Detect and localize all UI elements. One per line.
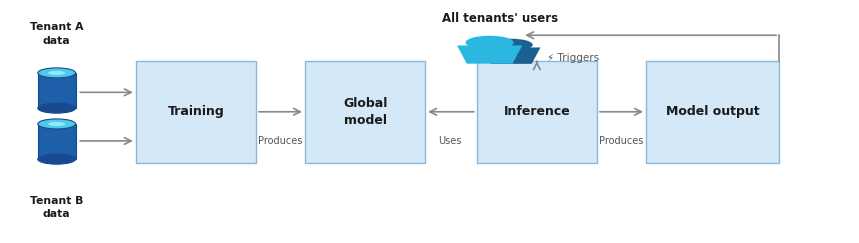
FancyBboxPatch shape [646, 61, 779, 163]
Ellipse shape [48, 71, 65, 75]
Text: Uses: Uses [438, 136, 462, 146]
Polygon shape [38, 124, 76, 159]
FancyBboxPatch shape [477, 61, 597, 163]
Text: All tenants' users: All tenants' users [442, 12, 558, 25]
Ellipse shape [38, 103, 76, 113]
Polygon shape [457, 45, 522, 64]
Ellipse shape [48, 122, 65, 126]
Text: Model output: Model output [666, 105, 759, 118]
Circle shape [490, 39, 533, 51]
Circle shape [466, 36, 514, 49]
Text: Inference: Inference [503, 105, 570, 118]
Text: Tenant B
data: Tenant B data [30, 196, 83, 219]
Polygon shape [38, 73, 76, 108]
FancyBboxPatch shape [136, 61, 256, 163]
Text: Produces: Produces [259, 136, 302, 146]
Text: Produces: Produces [599, 136, 643, 146]
Polygon shape [482, 47, 540, 64]
Text: Tenant A
data: Tenant A data [30, 22, 83, 46]
Ellipse shape [38, 119, 76, 129]
Text: ⚡ Triggers: ⚡ Triggers [547, 53, 600, 63]
FancyBboxPatch shape [305, 61, 425, 163]
Ellipse shape [38, 154, 76, 164]
Text: Global
model: Global model [343, 97, 387, 127]
Text: Training: Training [168, 105, 224, 118]
Ellipse shape [38, 68, 76, 78]
